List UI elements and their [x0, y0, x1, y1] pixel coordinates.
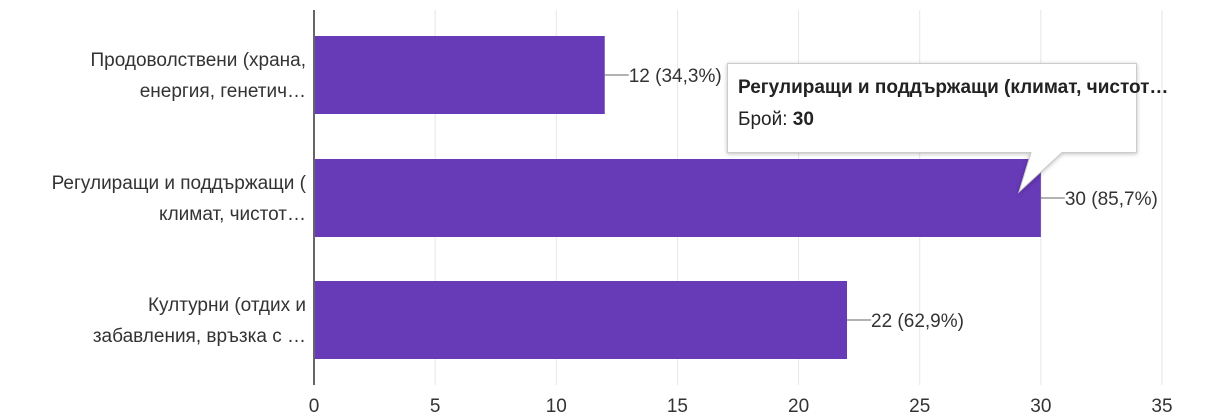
- data-label: 12 (34,3%): [629, 66, 722, 87]
- tooltip-title: Регулиращи и поддържащи (климат, чистот…: [738, 77, 1169, 98]
- data-label: 22 (62,9%): [871, 311, 964, 332]
- category-label-line: климат, чистот…: [159, 204, 306, 225]
- tooltip: Регулиращи и поддържащи (климат, чистот……: [727, 63, 1168, 194]
- category-label-line: Регулиращи и поддържащи (: [52, 173, 307, 194]
- category-label-line: Културни (отдих и: [148, 295, 306, 316]
- x-tick-label: 0: [309, 396, 320, 416]
- tooltip-value-line: Брой: 30: [738, 109, 814, 131]
- x-tick-label: 35: [1151, 396, 1172, 416]
- tooltip-box: [727, 63, 1137, 194]
- tooltip-value: 30: [792, 109, 814, 130]
- data-labels: 12 (34,3%) 30 (85,7%) 22 (62,9%): [629, 66, 1158, 332]
- data-label-connectors: [604, 74, 1065, 321]
- category-label: Регулиращи и поддържащи ( климат, чистот…: [52, 173, 307, 225]
- bar[interactable]: [315, 159, 1041, 237]
- category-label: Продоволствени (храна, енергия, генетич…: [91, 50, 306, 102]
- x-tick-labels: 0 5 10 15 20 25 30 35: [309, 396, 1173, 416]
- category-labels: Продоволствени (храна, енергия, генетич… Р…: [52, 50, 307, 347]
- x-tick-label: 25: [909, 396, 930, 416]
- category-label: Културни (отдих и забавления, връзка с …: [93, 295, 306, 347]
- category-label-line: енергия, генетич…: [140, 81, 306, 102]
- tooltip-value-label: Брой:: [738, 109, 788, 130]
- x-tick-label: 15: [667, 396, 688, 416]
- x-tick-label: 20: [788, 396, 809, 416]
- bars: [315, 36, 1041, 359]
- bar[interactable]: [315, 281, 848, 359]
- category-label-line: забавления, връзка с …: [93, 326, 306, 347]
- category-label-line: Продоволствени (храна,: [91, 50, 306, 71]
- x-tick-label: 5: [430, 396, 441, 416]
- x-tick-label: 10: [546, 396, 567, 416]
- data-label: 30 (85,7%): [1065, 189, 1158, 210]
- x-tick-label: 30: [1030, 396, 1051, 416]
- bar[interactable]: [315, 36, 605, 114]
